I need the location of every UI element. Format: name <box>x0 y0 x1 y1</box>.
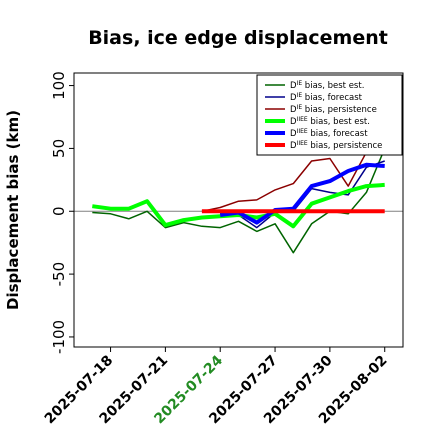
y-tick-label: -50 <box>50 262 68 287</box>
legend: DIE bias, best est.DIE bias, forecastDIE… <box>256 74 403 156</box>
plot-frame <box>73 72 404 348</box>
y-axis-label: Displacement bias (km) <box>4 110 22 310</box>
y-axis: -100 -50 0 50 100 <box>50 71 74 354</box>
y-tick-label: 100 <box>50 71 68 100</box>
legend-entry-2: DIE bias, persistence <box>290 104 377 115</box>
y-tick-label: 0 <box>50 206 68 216</box>
legend-entry-3: DIIEE bias, best est. <box>290 116 370 127</box>
chart-title: Bias, ice edge displacement <box>88 27 388 49</box>
y-tick-label: 50 <box>50 139 68 158</box>
legend-box <box>256 74 403 156</box>
legend-entry-0: DIE bias, best est. <box>290 80 364 91</box>
x-axis: 2025-07-182025-07-212025-07-242025-07-27… <box>42 347 391 427</box>
legend-entry-1: DIE bias, forecast <box>290 92 363 103</box>
series-layer <box>74 148 403 254</box>
legend-entry-4: DIIEE bias, forecast <box>290 128 368 139</box>
legend-entry-5: DIIEE bias, persistence <box>290 140 382 151</box>
series-line-3 <box>92 182 385 229</box>
series-line-4 <box>219 162 385 225</box>
y-tick-label: -100 <box>50 320 68 354</box>
series-line-2 <box>201 151 368 213</box>
